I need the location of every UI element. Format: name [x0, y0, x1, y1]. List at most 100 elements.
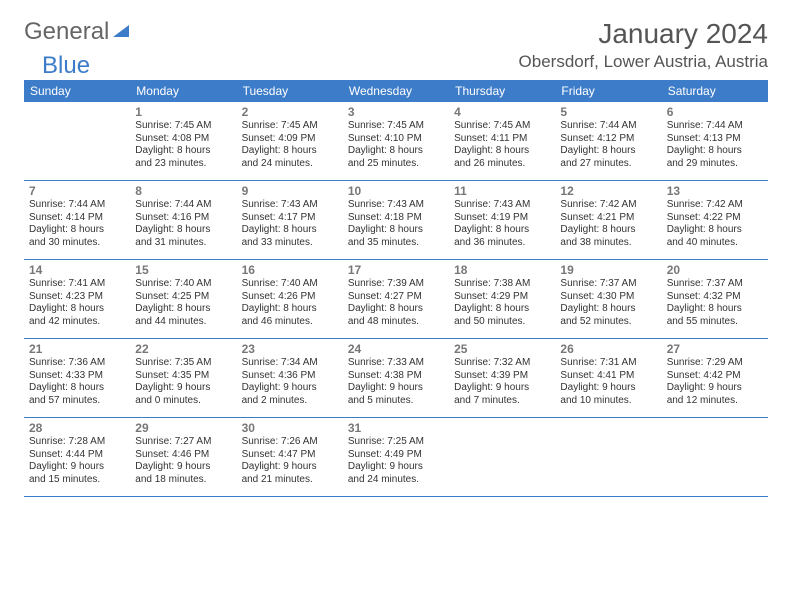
sunset-text: Sunset: 4:17 PM — [242, 212, 338, 225]
day-cell: 24Sunrise: 7:33 AMSunset: 4:38 PMDayligh… — [343, 339, 449, 417]
daylight-line1: Daylight: 8 hours — [135, 224, 231, 237]
location-subtitle: Obersdorf, Lower Austria, Austria — [519, 52, 768, 72]
day-number: 1 — [135, 105, 231, 119]
day-cell — [555, 418, 661, 496]
day-number: 16 — [242, 263, 338, 277]
day-cell: 2Sunrise: 7:45 AMSunset: 4:09 PMDaylight… — [237, 102, 343, 180]
sunrise-text: Sunrise: 7:38 AM — [454, 278, 550, 291]
daylight-line2: and 0 minutes. — [135, 395, 231, 408]
sunset-text: Sunset: 4:23 PM — [29, 291, 125, 304]
sunrise-text: Sunrise: 7:37 AM — [667, 278, 763, 291]
daylight-line1: Daylight: 8 hours — [29, 224, 125, 237]
day-number: 4 — [454, 105, 550, 119]
sunrise-text: Sunrise: 7:33 AM — [348, 357, 444, 370]
daylight-line2: and 2 minutes. — [242, 395, 338, 408]
day-number: 22 — [135, 342, 231, 356]
sunrise-text: Sunrise: 7:26 AM — [242, 436, 338, 449]
sunset-text: Sunset: 4:16 PM — [135, 212, 231, 225]
day-number: 20 — [667, 263, 763, 277]
day-cell: 11Sunrise: 7:43 AMSunset: 4:19 PMDayligh… — [449, 181, 555, 259]
week-row: 28Sunrise: 7:28 AMSunset: 4:44 PMDayligh… — [24, 418, 768, 497]
sunrise-text: Sunrise: 7:45 AM — [242, 120, 338, 133]
daylight-line1: Daylight: 8 hours — [29, 382, 125, 395]
day-number: 24 — [348, 342, 444, 356]
day-cell: 21Sunrise: 7:36 AMSunset: 4:33 PMDayligh… — [24, 339, 130, 417]
daylight-line1: Daylight: 9 hours — [454, 382, 550, 395]
sunrise-text: Sunrise: 7:31 AM — [560, 357, 656, 370]
weekday-label: Monday — [130, 80, 236, 102]
daylight-line1: Daylight: 8 hours — [348, 145, 444, 158]
day-cell: 7Sunrise: 7:44 AMSunset: 4:14 PMDaylight… — [24, 181, 130, 259]
daylight-line2: and 31 minutes. — [135, 237, 231, 250]
day-number: 28 — [29, 421, 125, 435]
day-number: 5 — [560, 105, 656, 119]
sunrise-text: Sunrise: 7:44 AM — [135, 199, 231, 212]
day-cell: 13Sunrise: 7:42 AMSunset: 4:22 PMDayligh… — [662, 181, 768, 259]
sunset-text: Sunset: 4:27 PM — [348, 291, 444, 304]
daylight-line2: and 25 minutes. — [348, 158, 444, 171]
day-number: 6 — [667, 105, 763, 119]
day-number: 17 — [348, 263, 444, 277]
day-number: 25 — [454, 342, 550, 356]
day-cell — [449, 418, 555, 496]
day-number: 23 — [242, 342, 338, 356]
day-cell: 19Sunrise: 7:37 AMSunset: 4:30 PMDayligh… — [555, 260, 661, 338]
day-number: 10 — [348, 184, 444, 198]
daylight-line2: and 44 minutes. — [135, 316, 231, 329]
day-number: 14 — [29, 263, 125, 277]
daylight-line2: and 33 minutes. — [242, 237, 338, 250]
day-cell: 10Sunrise: 7:43 AMSunset: 4:18 PMDayligh… — [343, 181, 449, 259]
sunset-text: Sunset: 4:19 PM — [454, 212, 550, 225]
daylight-line1: Daylight: 8 hours — [135, 303, 231, 316]
sunset-text: Sunset: 4:42 PM — [667, 370, 763, 383]
sunset-text: Sunset: 4:47 PM — [242, 449, 338, 462]
sunrise-text: Sunrise: 7:42 AM — [667, 199, 763, 212]
daylight-line2: and 15 minutes. — [29, 474, 125, 487]
day-number: 18 — [454, 263, 550, 277]
sunrise-text: Sunrise: 7:39 AM — [348, 278, 444, 291]
sunset-text: Sunset: 4:09 PM — [242, 133, 338, 146]
daylight-line1: Daylight: 8 hours — [242, 145, 338, 158]
day-number: 19 — [560, 263, 656, 277]
sunrise-text: Sunrise: 7:43 AM — [242, 199, 338, 212]
daylight-line2: and 35 minutes. — [348, 237, 444, 250]
day-number: 11 — [454, 184, 550, 198]
sunset-text: Sunset: 4:11 PM — [454, 133, 550, 146]
daylight-line2: and 21 minutes. — [242, 474, 338, 487]
day-number: 29 — [135, 421, 231, 435]
logo: General — [24, 18, 131, 46]
day-cell: 28Sunrise: 7:28 AMSunset: 4:44 PMDayligh… — [24, 418, 130, 496]
daylight-line1: Daylight: 9 hours — [560, 382, 656, 395]
daylight-line1: Daylight: 8 hours — [454, 145, 550, 158]
calendar-grid: SundayMondayTuesdayWednesdayThursdayFrid… — [24, 80, 768, 497]
day-number: 2 — [242, 105, 338, 119]
sunrise-text: Sunrise: 7:29 AM — [667, 357, 763, 370]
day-cell: 1Sunrise: 7:45 AMSunset: 4:08 PMDaylight… — [130, 102, 236, 180]
day-cell: 9Sunrise: 7:43 AMSunset: 4:17 PMDaylight… — [237, 181, 343, 259]
daylight-line1: Daylight: 8 hours — [560, 145, 656, 158]
day-cell: 12Sunrise: 7:42 AMSunset: 4:21 PMDayligh… — [555, 181, 661, 259]
week-row: 1Sunrise: 7:45 AMSunset: 4:08 PMDaylight… — [24, 102, 768, 181]
weekday-label: Wednesday — [343, 80, 449, 102]
daylight-line2: and 23 minutes. — [135, 158, 231, 171]
day-number: 12 — [560, 184, 656, 198]
sunset-text: Sunset: 4:14 PM — [29, 212, 125, 225]
daylight-line2: and 26 minutes. — [454, 158, 550, 171]
sunrise-text: Sunrise: 7:44 AM — [29, 199, 125, 212]
day-cell — [24, 102, 130, 180]
daylight-line1: Daylight: 8 hours — [242, 303, 338, 316]
daylight-line2: and 36 minutes. — [454, 237, 550, 250]
sunset-text: Sunset: 4:49 PM — [348, 449, 444, 462]
weekday-header: SundayMondayTuesdayWednesdayThursdayFrid… — [24, 80, 768, 102]
day-cell: 26Sunrise: 7:31 AMSunset: 4:41 PMDayligh… — [555, 339, 661, 417]
sunset-text: Sunset: 4:12 PM — [560, 133, 656, 146]
sunset-text: Sunset: 4:33 PM — [29, 370, 125, 383]
day-number: 13 — [667, 184, 763, 198]
daylight-line2: and 55 minutes. — [667, 316, 763, 329]
sunset-text: Sunset: 4:46 PM — [135, 449, 231, 462]
daylight-line2: and 5 minutes. — [348, 395, 444, 408]
daylight-line1: Daylight: 8 hours — [667, 303, 763, 316]
daylight-line2: and 38 minutes. — [560, 237, 656, 250]
sunrise-text: Sunrise: 7:40 AM — [242, 278, 338, 291]
daylight-line2: and 57 minutes. — [29, 395, 125, 408]
